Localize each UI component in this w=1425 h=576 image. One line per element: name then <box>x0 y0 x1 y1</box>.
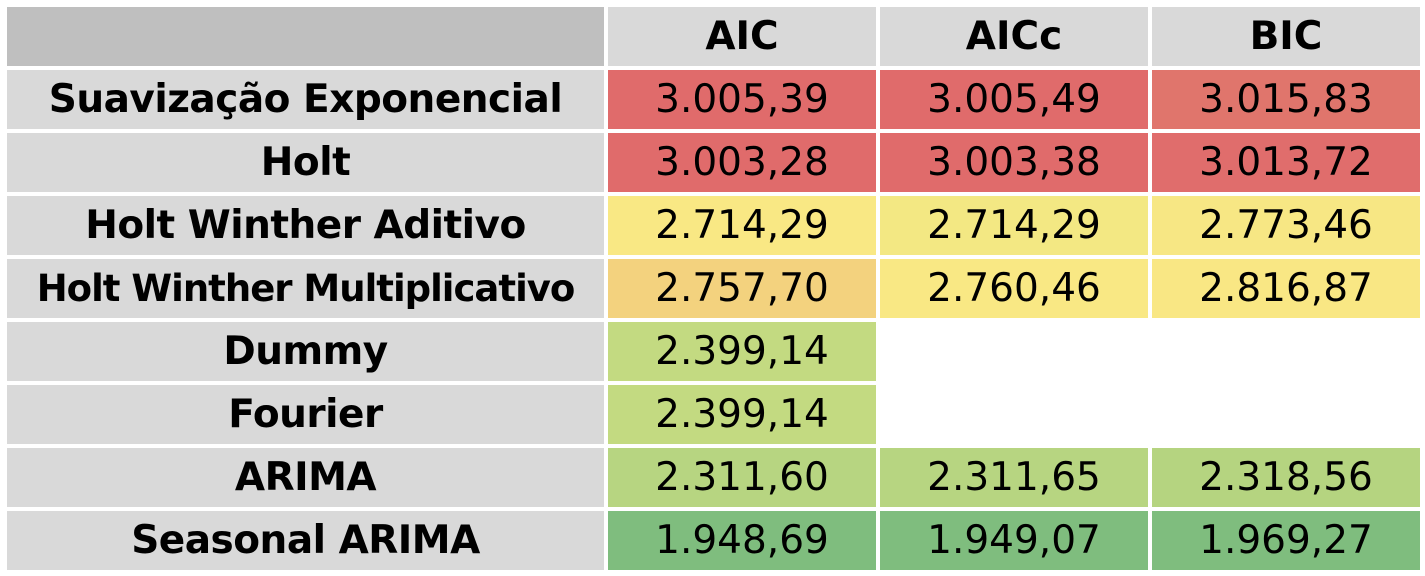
model-comparison-table: AIC AICc BIC Suavização Exponencial 3.00… <box>7 7 1420 570</box>
cell-holt-aic: 3.003,28 <box>608 133 876 192</box>
row-label-dummy: Dummy <box>7 322 604 381</box>
cell-holt-bic: 3.013,72 <box>1152 133 1420 192</box>
cell-arima-aic: 2.311,60 <box>608 448 876 507</box>
cell-dummy-aic: 2.399,14 <box>608 322 876 381</box>
column-header-aicc: AICc <box>880 7 1148 66</box>
cell-arima-bic: 2.318,56 <box>1152 448 1420 507</box>
cell-dummy-aicc <box>880 322 1148 381</box>
cell-holt-aicc: 3.003,38 <box>880 133 1148 192</box>
cell-suavizacao-aicc: 3.005,49 <box>880 70 1148 129</box>
row-label-holt-winther-multiplicativo: Holt Winther Multiplicativo <box>7 259 604 318</box>
cell-hw-aditivo-aic: 2.714,29 <box>608 196 876 255</box>
row-label-suavizacao-exponencial: Suavização Exponencial <box>7 70 604 129</box>
cell-suavizacao-aic: 3.005,39 <box>608 70 876 129</box>
row-label-holt: Holt <box>7 133 604 192</box>
cell-hw-aditivo-aicc: 2.714,29 <box>880 196 1148 255</box>
cell-hw-multiplicativo-bic: 2.816,87 <box>1152 259 1420 318</box>
cell-hw-multiplicativo-aicc: 2.760,46 <box>880 259 1148 318</box>
row-label-arima: ARIMA <box>7 448 604 507</box>
cell-dummy-bic <box>1152 322 1420 381</box>
cell-seasonal-arima-aic: 1.948,69 <box>608 511 876 570</box>
cell-seasonal-arima-bic: 1.969,27 <box>1152 511 1420 570</box>
cell-fourier-aic: 2.399,14 <box>608 385 876 444</box>
header-corner-cell <box>7 7 604 66</box>
cell-hw-aditivo-bic: 2.773,46 <box>1152 196 1420 255</box>
cell-fourier-bic <box>1152 385 1420 444</box>
row-label-holt-winther-aditivo: Holt Winther Aditivo <box>7 196 604 255</box>
row-label-seasonal-arima: Seasonal ARIMA <box>7 511 604 570</box>
column-header-aic: AIC <box>608 7 876 66</box>
cell-arima-aicc: 2.311,65 <box>880 448 1148 507</box>
cell-fourier-aicc <box>880 385 1148 444</box>
cell-seasonal-arima-aicc: 1.949,07 <box>880 511 1148 570</box>
row-label-fourier: Fourier <box>7 385 604 444</box>
column-header-bic: BIC <box>1152 7 1420 66</box>
cell-suavizacao-bic: 3.015,83 <box>1152 70 1420 129</box>
cell-hw-multiplicativo-aic: 2.757,70 <box>608 259 876 318</box>
